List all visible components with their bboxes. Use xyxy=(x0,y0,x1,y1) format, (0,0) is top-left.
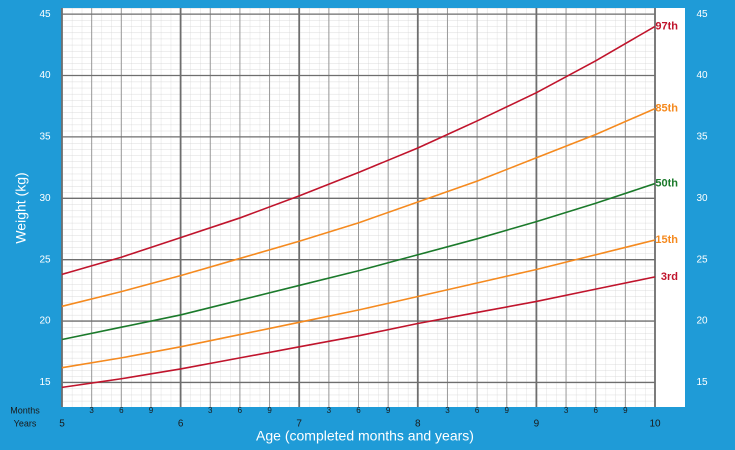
series-label: 97th xyxy=(655,20,678,32)
series-label: 85th xyxy=(655,103,678,115)
x-tick-label: 6 xyxy=(178,419,184,430)
row-label: Months xyxy=(10,405,40,415)
y-tick-label: 30 xyxy=(39,193,51,204)
month-tick-label: 6 xyxy=(238,406,243,415)
y2-tick-label: 20 xyxy=(696,316,708,327)
month-tick-label: 3 xyxy=(208,406,213,415)
month-tick-label: 9 xyxy=(149,406,154,415)
x-tick-label: 9 xyxy=(534,419,540,430)
y2-tick-label: 35 xyxy=(696,132,708,143)
month-tick-label: 3 xyxy=(564,406,569,415)
x-tick-label: 8 xyxy=(415,419,421,430)
y-tick-label: 35 xyxy=(39,132,51,143)
month-tick-label: 3 xyxy=(445,406,450,415)
month-tick-label: 6 xyxy=(593,406,598,415)
month-tick-label: 6 xyxy=(119,406,124,415)
percentile-line xyxy=(61,107,656,308)
month-tick-label: 6 xyxy=(475,406,480,415)
month-tick-label: 6 xyxy=(356,406,361,415)
x-tick-label: 5 xyxy=(59,419,65,430)
month-tick-label: 3 xyxy=(89,406,94,415)
x-axis-title: Age (completed months and years) xyxy=(256,428,474,444)
y-tick-label: 15 xyxy=(39,377,51,388)
row-label: Years xyxy=(14,418,37,428)
percentile-line xyxy=(61,25,656,276)
y2-tick-label: 45 xyxy=(696,9,708,20)
month-tick-label: 9 xyxy=(267,406,272,415)
x-tick-label: 10 xyxy=(649,419,661,430)
y-tick-label: 25 xyxy=(39,254,51,265)
y2-tick-label: 40 xyxy=(696,70,708,81)
y-tick-label: 20 xyxy=(39,316,51,327)
percentile-line xyxy=(61,239,656,369)
month-tick-label: 9 xyxy=(623,406,628,415)
y-tick-label: 45 xyxy=(39,9,51,20)
y2-tick-label: 25 xyxy=(696,254,708,265)
y-tick-label: 40 xyxy=(39,70,51,81)
series-label: 50th xyxy=(655,177,678,189)
y2-tick-label: 15 xyxy=(696,377,708,388)
y2-tick-label: 30 xyxy=(696,193,708,204)
month-tick-label: 9 xyxy=(505,406,510,415)
x-tick-label: 7 xyxy=(296,419,302,430)
y-axis-title: Weight (kg) xyxy=(13,172,29,243)
percentile-line xyxy=(61,276,656,389)
month-tick-label: 9 xyxy=(386,406,391,415)
month-tick-label: 3 xyxy=(327,406,332,415)
percentile-line xyxy=(61,182,656,341)
series-label: 3rd xyxy=(661,271,678,283)
series-label: 15th xyxy=(655,234,678,246)
